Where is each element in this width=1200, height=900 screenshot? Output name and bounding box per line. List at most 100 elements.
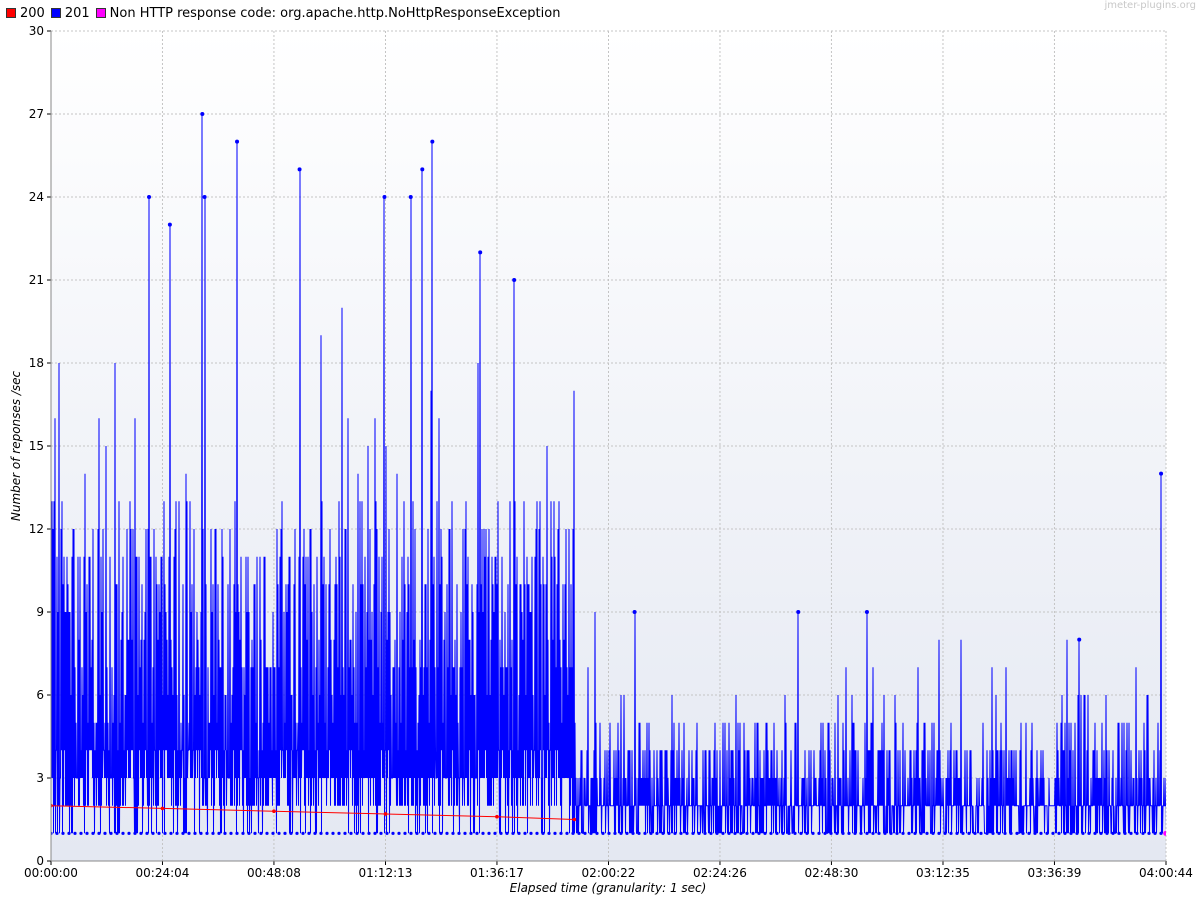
series-201-point: [1105, 831, 1109, 835]
series-201-peak-point: [512, 278, 517, 282]
legend-label-200: 200: [20, 5, 45, 21]
series-201-point: [559, 831, 563, 835]
series-201-point: [505, 831, 509, 835]
series-201-point: [1015, 831, 1019, 835]
series-201-point: [613, 831, 617, 835]
x-tick-label: 00:48:08: [247, 866, 301, 880]
series-201-point: [997, 831, 1001, 835]
series-201-point: [919, 831, 923, 835]
series-201-peak-point: [382, 195, 387, 199]
series-201-point: [643, 831, 647, 835]
legend-item-201: 201: [50, 6, 90, 21]
legend-item-nohttp: Non HTTP response code: org.apache.http.…: [95, 6, 560, 21]
series-201-point: [61, 831, 65, 835]
series-201-point: [979, 831, 983, 835]
series-201-point: [745, 831, 749, 835]
y-tick-label: 30: [29, 24, 44, 38]
series-201-point: [463, 831, 467, 835]
series-201-point: [595, 831, 599, 835]
series-201-point: [781, 831, 785, 835]
series-201-point: [577, 831, 581, 835]
series-201-point: [493, 831, 497, 835]
series-201-point: [1147, 831, 1151, 835]
series-201-point: [709, 831, 713, 835]
series-201-point: [601, 831, 605, 835]
series-201-point: [151, 831, 155, 835]
series-201-point: [277, 831, 281, 835]
series-201-point: [553, 831, 557, 835]
series-201-point: [253, 831, 257, 835]
series-201-peak-point: [1077, 637, 1082, 642]
series-201-point: [199, 831, 203, 835]
x-tick-label: 02:24:26: [693, 866, 747, 880]
series-201-point: [319, 831, 323, 835]
series-201-point: [55, 831, 59, 835]
series-201-point: [625, 831, 629, 835]
series-201-point: [913, 831, 917, 835]
series-201-point: [889, 831, 893, 835]
series-201-point: [541, 831, 545, 835]
series-201-point: [673, 831, 677, 835]
series-201-point: [1129, 831, 1133, 835]
y-tick-label: 15: [29, 439, 44, 453]
y-tick-label: 27: [29, 107, 44, 121]
series-201-point: [583, 831, 587, 835]
series-201-point: [511, 831, 515, 835]
x-tick-label: 03:12:35: [916, 866, 970, 880]
series-201-peak-point: [864, 610, 869, 614]
series-201-point: [295, 831, 299, 835]
series-201-point: [85, 831, 89, 835]
y-tick-label: 21: [29, 273, 44, 287]
x-tick-label: 00:24:04: [136, 866, 190, 880]
series-201-point: [331, 831, 335, 835]
series-201-point: [103, 831, 107, 835]
x-tick-label: 00:00:00: [24, 866, 78, 880]
x-tick-label: 03:36:39: [1028, 866, 1082, 880]
series-201-point: [991, 831, 995, 835]
series-201-point: [775, 831, 779, 835]
x-tick-label: 02:00:22: [582, 866, 636, 880]
series-201-point: [433, 831, 437, 835]
series-201-point: [871, 831, 875, 835]
series-201-point: [667, 831, 671, 835]
series-201-point: [679, 831, 683, 835]
series-201-point: [205, 831, 209, 835]
series-201-point: [307, 831, 311, 835]
series-201-point: [817, 831, 821, 835]
series-201-point: [265, 831, 269, 835]
series-layer: [51, 112, 1166, 836]
series-200-point: [160, 806, 165, 811]
series-201-point: [847, 831, 851, 835]
series-201-point: [385, 831, 389, 835]
series-200-point: [272, 809, 276, 813]
series-201-point: [475, 831, 479, 835]
series-201-point: [721, 831, 725, 835]
series-201-point: [379, 831, 383, 835]
series-201-point: [415, 831, 419, 835]
series-201-point: [367, 831, 371, 835]
series-201-point: [769, 831, 773, 835]
series-201-point: [169, 831, 173, 835]
series-201-point: [223, 831, 227, 835]
series-201-point: [73, 831, 77, 835]
series-nohttp-point: [1163, 830, 1166, 836]
series-201-peak-point: [167, 222, 172, 227]
series-201-point: [787, 831, 791, 835]
series-201-point: [1093, 831, 1097, 835]
series-201-point: [631, 831, 635, 835]
series-201-point: [229, 831, 233, 835]
series-201-point: [931, 831, 935, 835]
series-201-point: [691, 831, 695, 835]
x-tick-label: 02:48:30: [804, 866, 858, 880]
series-201-point: [451, 831, 455, 835]
axes: 0 3 6 9 12 15 18 21 24 27 30 00:00:00 00:24:04 00:48:…: [24, 24, 1193, 880]
series-201-point: [793, 831, 797, 835]
series-201-point: [97, 831, 101, 835]
series-201-point: [697, 831, 701, 835]
series-201-point: [217, 831, 221, 835]
series-201-point: [403, 831, 407, 835]
series-201-point: [1141, 831, 1145, 835]
series-201-point: [421, 831, 425, 835]
series-201-point: [805, 831, 809, 835]
series-201-point: [397, 831, 401, 835]
